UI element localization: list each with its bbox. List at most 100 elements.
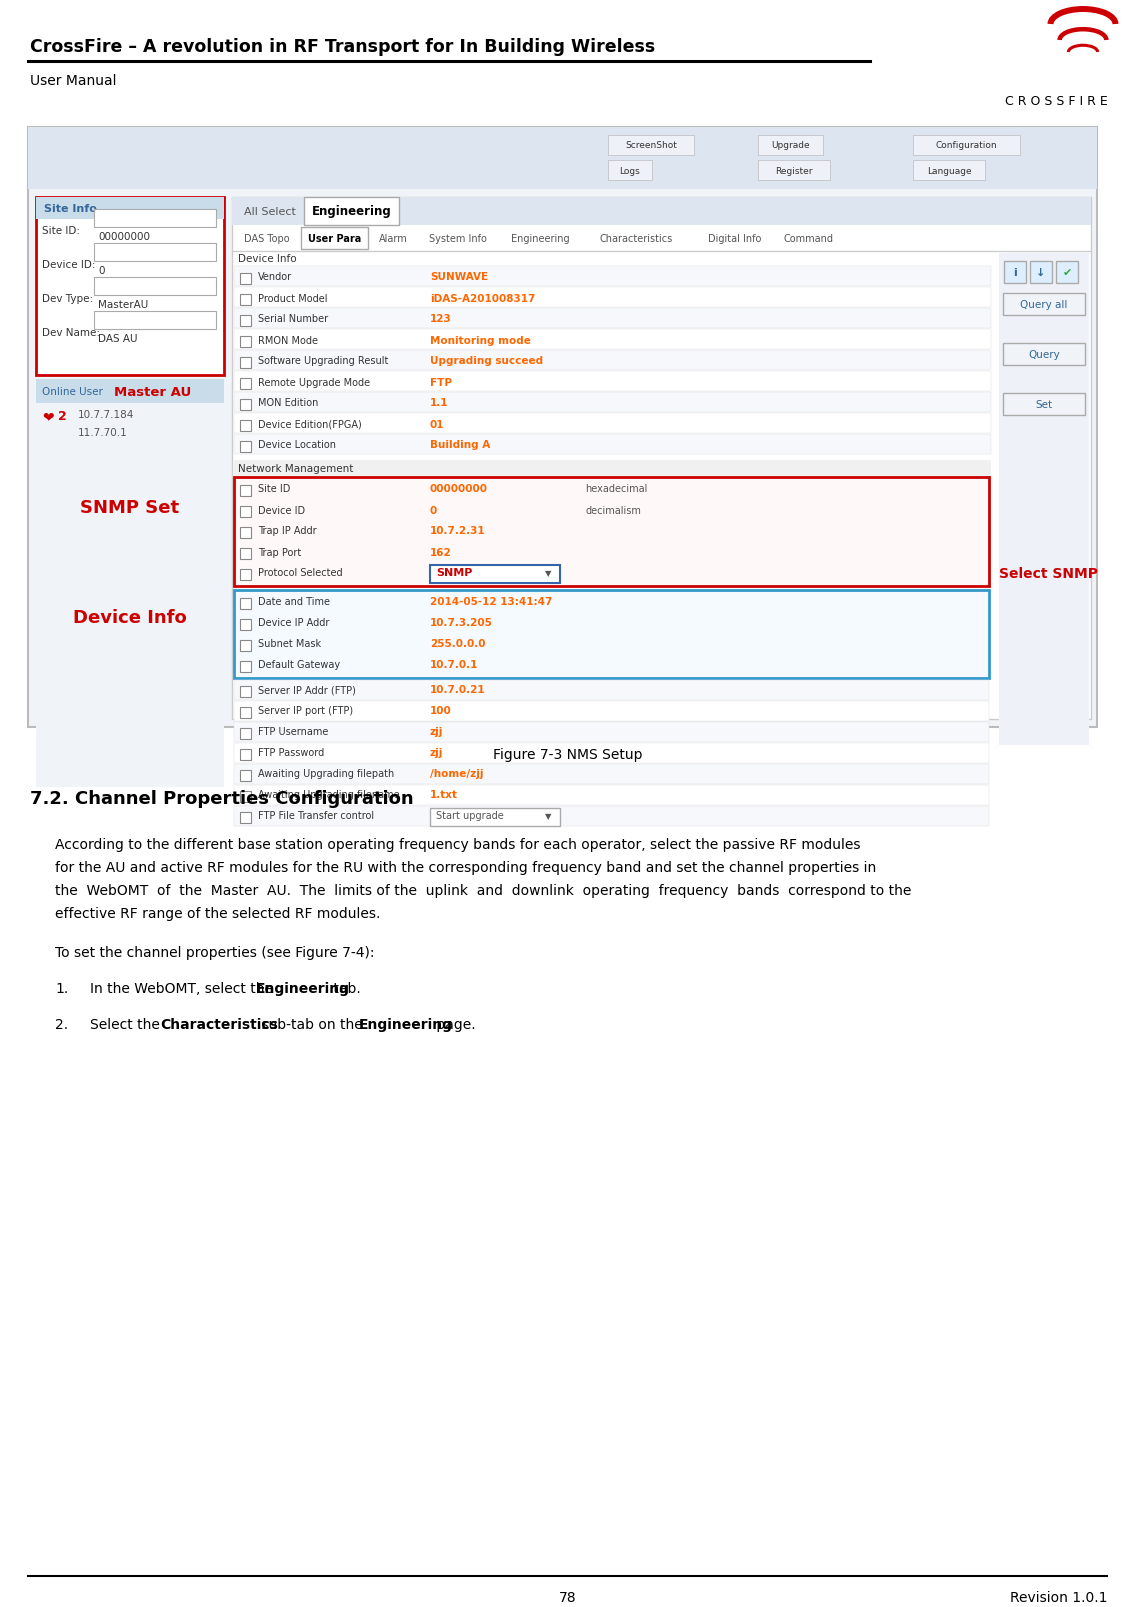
Text: 100: 100 bbox=[430, 705, 452, 717]
Text: Device Edition(FPGA): Device Edition(FPGA) bbox=[258, 419, 362, 429]
Bar bbox=[430, 808, 560, 826]
Bar bbox=[234, 702, 989, 722]
Text: Server IP Addr (FTP): Server IP Addr (FTP) bbox=[258, 685, 356, 696]
Text: Device IP Addr: Device IP Addr bbox=[258, 619, 329, 628]
Bar bbox=[36, 379, 224, 403]
Text: Engineering: Engineering bbox=[512, 235, 570, 244]
Bar bbox=[239, 548, 251, 559]
Text: Trap IP Addr: Trap IP Addr bbox=[258, 525, 317, 537]
Text: /home/zjj: /home/zjj bbox=[430, 770, 484, 779]
Bar bbox=[234, 786, 989, 805]
Text: Date and Time: Date and Time bbox=[258, 598, 330, 607]
Text: SNMP: SNMP bbox=[436, 569, 472, 579]
Text: ScreenShot: ScreenShot bbox=[625, 141, 676, 151]
Bar bbox=[913, 161, 985, 182]
Text: 7.2. Channel Properties Configuration: 7.2. Channel Properties Configuration bbox=[30, 789, 413, 807]
Text: zjj: zjj bbox=[430, 726, 444, 738]
Text: 2.: 2. bbox=[54, 1017, 68, 1032]
Text: 2: 2 bbox=[58, 410, 67, 423]
Text: 123: 123 bbox=[430, 315, 452, 325]
Text: Site ID: Site ID bbox=[258, 484, 291, 495]
Bar bbox=[239, 336, 251, 347]
Text: 0: 0 bbox=[430, 505, 437, 516]
Bar bbox=[239, 749, 251, 760]
Text: Engineering: Engineering bbox=[359, 1017, 453, 1032]
Bar bbox=[239, 569, 251, 580]
Bar bbox=[94, 211, 216, 228]
Text: Register: Register bbox=[775, 167, 813, 175]
Text: Configuration: Configuration bbox=[935, 141, 998, 151]
Text: SUNWAVE: SUNWAVE bbox=[430, 272, 488, 283]
Bar bbox=[234, 723, 989, 742]
Text: Serial Number: Serial Number bbox=[258, 315, 328, 325]
Bar bbox=[234, 413, 991, 434]
Text: User Para: User Para bbox=[308, 235, 361, 244]
Text: Upgrade: Upgrade bbox=[771, 141, 809, 151]
Text: 10.7.2.31: 10.7.2.31 bbox=[430, 525, 486, 537]
Text: Upgrading succeed: Upgrading succeed bbox=[430, 357, 544, 366]
Bar bbox=[234, 435, 991, 455]
Bar bbox=[758, 161, 830, 182]
Bar bbox=[239, 770, 251, 781]
Text: Engineering: Engineering bbox=[312, 206, 392, 219]
Text: 01: 01 bbox=[430, 419, 445, 429]
Text: Start upgrade: Start upgrade bbox=[436, 812, 504, 821]
Text: Master AU: Master AU bbox=[114, 386, 192, 399]
Text: Trap Port: Trap Port bbox=[258, 546, 301, 558]
Text: zjj: zjj bbox=[430, 747, 444, 759]
Text: Digital Info: Digital Info bbox=[708, 235, 762, 244]
Text: 1.1: 1.1 bbox=[430, 399, 448, 408]
Text: Select the: Select the bbox=[90, 1017, 165, 1032]
Text: 78: 78 bbox=[558, 1589, 577, 1604]
Bar bbox=[28, 129, 1098, 190]
Text: User Manual: User Manual bbox=[30, 74, 117, 88]
Bar bbox=[304, 198, 400, 227]
Text: FTP: FTP bbox=[430, 378, 452, 387]
Text: 2014-05-12 13:41:47: 2014-05-12 13:41:47 bbox=[430, 598, 553, 607]
Bar bbox=[239, 506, 251, 517]
Bar bbox=[36, 198, 224, 220]
Text: decimalism: decimalism bbox=[585, 505, 641, 516]
Text: 10.7.7.184: 10.7.7.184 bbox=[78, 410, 134, 419]
Text: MasterAU: MasterAU bbox=[98, 301, 149, 310]
Text: Protocol Selected: Protocol Selected bbox=[258, 569, 343, 579]
Bar bbox=[234, 350, 991, 371]
Text: DAS Topo: DAS Topo bbox=[244, 235, 289, 244]
Bar bbox=[234, 807, 989, 826]
Text: CrossFire – A revolution in RF Transport for In Building Wireless: CrossFire – A revolution in RF Transport… bbox=[30, 39, 655, 56]
Bar bbox=[239, 619, 251, 630]
Text: ✔: ✔ bbox=[1062, 268, 1071, 278]
Text: Device ID:: Device ID: bbox=[42, 260, 95, 270]
Bar bbox=[239, 442, 251, 452]
Text: Site Info: Site Info bbox=[44, 204, 96, 214]
Text: FTP Password: FTP Password bbox=[258, 747, 325, 759]
Text: Awaiting Upgrading filepath: Awaiting Upgrading filepath bbox=[258, 770, 394, 779]
Bar bbox=[234, 267, 991, 286]
Text: iDAS-A201008317: iDAS-A201008317 bbox=[430, 294, 536, 304]
Text: Engineering: Engineering bbox=[257, 982, 350, 995]
Text: 162: 162 bbox=[430, 546, 452, 558]
Text: Building A: Building A bbox=[430, 440, 490, 450]
Text: Device Info: Device Info bbox=[238, 254, 296, 264]
Bar bbox=[239, 357, 251, 368]
Text: Server IP port (FTP): Server IP port (FTP) bbox=[258, 705, 353, 717]
Text: Characteristics: Characteristics bbox=[599, 235, 673, 244]
Bar bbox=[234, 765, 989, 784]
Text: According to the different base station operating frequency bands for each opera: According to the different base station … bbox=[54, 837, 860, 852]
Text: effective RF range of the selected RF modules.: effective RF range of the selected RF mo… bbox=[54, 906, 380, 921]
Text: To set the channel properties (see Figure 7-4):: To set the channel properties (see Figur… bbox=[54, 945, 375, 959]
Text: 1.txt: 1.txt bbox=[430, 791, 459, 800]
Bar bbox=[239, 640, 251, 651]
Bar bbox=[1003, 394, 1085, 416]
Text: 255.0.0.0: 255.0.0.0 bbox=[430, 640, 486, 649]
Text: hexadecimal: hexadecimal bbox=[585, 484, 647, 495]
Text: 10.7.0.1: 10.7.0.1 bbox=[430, 660, 478, 670]
Text: tab.: tab. bbox=[329, 982, 361, 995]
Bar bbox=[36, 198, 224, 787]
Text: All Select: All Select bbox=[244, 207, 296, 217]
Bar bbox=[758, 137, 823, 156]
Bar bbox=[608, 137, 693, 156]
Text: Characteristics: Characteristics bbox=[160, 1017, 278, 1032]
Bar bbox=[234, 309, 991, 329]
Text: the  WebOMT  of  the  Master  AU.  The  limits of the  uplink  and  downlink  op: the WebOMT of the Master AU. The limits … bbox=[54, 884, 911, 897]
